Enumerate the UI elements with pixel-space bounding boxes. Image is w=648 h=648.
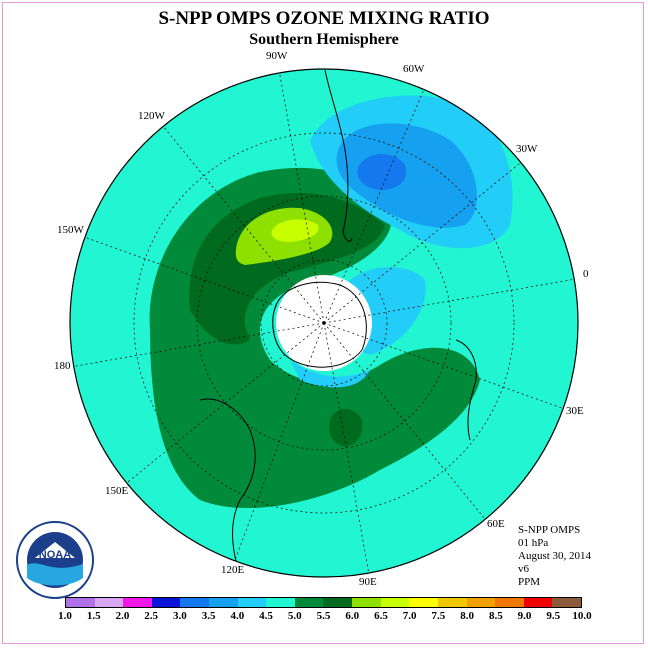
colorbar-tick-label: 4.5	[259, 610, 273, 622]
contour-5.5-6	[189, 192, 385, 345]
colorbar-tick-label: 1.5	[86, 610, 101, 622]
colorbar-tick-label: 5.0	[287, 610, 302, 622]
lon-label-90w: 90W	[266, 50, 288, 62]
colorbar-tick-label: 3.0	[173, 610, 187, 622]
info-version: v6	[518, 563, 529, 575]
contour-3.5-4	[357, 154, 407, 190]
lon-label-30w: 30W	[516, 143, 538, 155]
colorbar-swatch	[323, 598, 353, 607]
info-instrument: S-NPP OMPS	[518, 524, 581, 536]
ozone-contours	[70, 69, 578, 577]
colorbar-tick-label: 6.0	[345, 610, 360, 622]
lon-label-150w: 150W	[57, 224, 84, 236]
map-title: S-NPP OMPS OZONE MIXING RATIO	[158, 8, 490, 29]
colorbar-swatch	[209, 598, 238, 607]
graticule-meridians	[70, 69, 578, 577]
colorbar-swatch	[409, 598, 438, 607]
colorbar-swatch	[94, 598, 124, 607]
noaa-logo: NOAA	[16, 521, 94, 599]
colorbar-tick-label: 2.5	[144, 610, 159, 622]
contour-6.5-7	[271, 219, 319, 242]
colorbar-tick-label: 7.5	[431, 610, 446, 622]
map-boundary	[69, 68, 579, 578]
colorbar-swatch	[66, 598, 95, 607]
colorbar-tick-label: 2.0	[115, 610, 130, 622]
colorbar-swatch	[466, 598, 496, 607]
colorbar-tick-label: 10.0	[572, 610, 592, 622]
colorbar	[65, 597, 582, 608]
info-units: PPM	[518, 576, 541, 588]
colorbar-tick-label: 9.5	[546, 610, 561, 622]
lon-label-30e: 30E	[566, 405, 584, 417]
colorbar-tick-label: 8.5	[488, 610, 503, 622]
lon-label-60e: 60E	[487, 518, 505, 530]
colorbar-swatch	[380, 598, 410, 607]
colorbar-swatch	[352, 598, 381, 607]
lon-label-150e: 150E	[105, 485, 129, 497]
colorbar-swatch	[151, 598, 181, 607]
colorbar-swatch	[266, 598, 295, 607]
colorbar-swatch	[180, 598, 210, 607]
colorbar-tick-label: 9.0	[517, 610, 532, 622]
contour-4-4.5	[336, 123, 477, 228]
colorbar-tick-label: 1.0	[58, 610, 72, 622]
colorbar-swatch	[495, 598, 524, 607]
colorbar-tick-label: 5.5	[316, 610, 331, 622]
colorbar-swatch	[123, 598, 152, 607]
colorbar-tick-label: 3.5	[201, 610, 216, 622]
colorbar-swatch	[552, 598, 581, 607]
lon-label-90e: 90E	[359, 576, 377, 588]
lon-label-180: 180	[54, 360, 71, 372]
colorbar-tick-label: 6.5	[374, 610, 388, 622]
map-subtitle: Southern Hemisphere	[249, 31, 399, 48]
colorbar-swatch	[437, 598, 467, 607]
graticule-latitudes	[133, 132, 515, 514]
info-level: 01 hPa	[518, 537, 549, 549]
contour-5.5-6-small	[328, 408, 363, 447]
colorbar-swatch	[294, 598, 324, 607]
south-pole-marker	[322, 321, 326, 325]
colorbar-tick-label: 4.0	[230, 610, 245, 622]
colorbar-tick-label: 8.0	[460, 610, 474, 622]
lon-label-120w: 120W	[138, 110, 165, 122]
colorbar-swatch	[523, 598, 553, 607]
colorbar-swatch	[237, 598, 267, 607]
contour-4.5-5-c	[290, 360, 370, 388]
lon-label-60w: 60W	[403, 63, 425, 75]
colorbar-tick-label: 7.0	[402, 610, 417, 622]
lon-label-0: 0	[583, 268, 589, 280]
coastlines	[199, 69, 477, 576]
info-date: August 30, 2014	[518, 550, 592, 562]
lon-label-120e: 120E	[221, 564, 245, 576]
noaa-logo-text: NOAA	[39, 549, 71, 561]
